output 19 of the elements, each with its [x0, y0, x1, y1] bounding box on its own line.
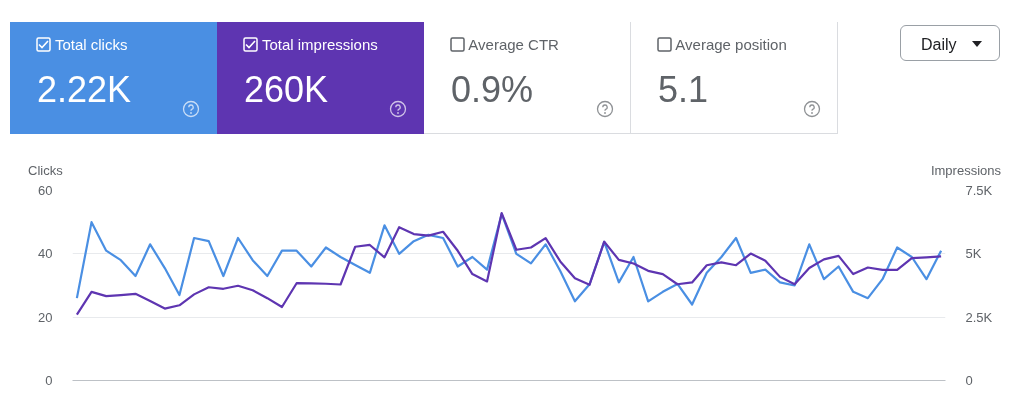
- text: Total clicks: [53, 35, 128, 55]
- text: 2.22K: [37, 68, 132, 112]
- y2-tick-label: 7.5K: [965, 183, 993, 198]
- text: 0.9%: [451, 68, 534, 112]
- y2-axis-title: Impressions: [930, 162, 1001, 180]
- y-axis-title: Clicks: [28, 162, 63, 180]
- y-tick-label: 20: [38, 309, 53, 325]
- text: 260K: [244, 68, 329, 112]
- text: Average CTR: [467, 35, 559, 55]
- y2-tick-label: 0: [965, 373, 973, 388]
- y2-tick-label: 2.5K: [965, 309, 993, 325]
- y2-tick-label: 5K: [965, 246, 982, 262]
- text: 5.1: [658, 68, 709, 112]
- text: Average position: [674, 35, 787, 55]
- y-tick-label: 0: [45, 373, 53, 388]
- y-tick-label: 40: [38, 246, 53, 262]
- text: Daily: [900, 25, 1000, 61]
- y-tick-label: 60: [38, 183, 53, 198]
- text: Total impressions: [260, 35, 378, 55]
